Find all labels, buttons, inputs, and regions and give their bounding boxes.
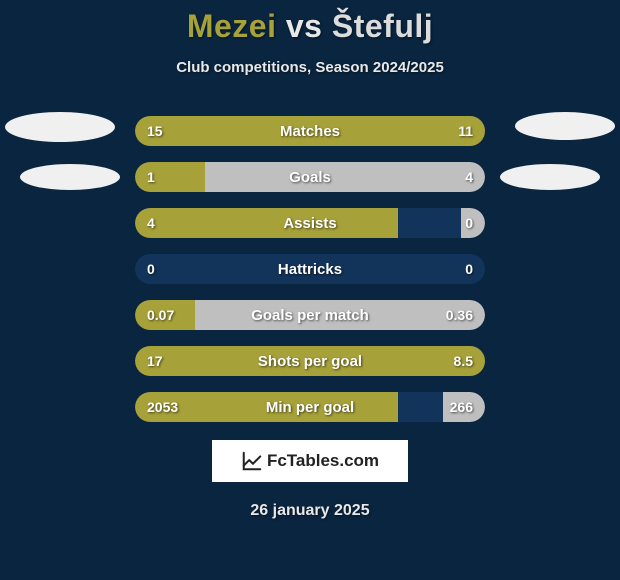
stat-label: Hattricks bbox=[135, 254, 485, 284]
decorative-oval bbox=[515, 112, 615, 140]
stat-fill-left bbox=[135, 208, 398, 238]
stat-row: 0.070.36Goals per match bbox=[135, 300, 485, 330]
stat-fill-right bbox=[195, 300, 486, 330]
player2-name: Štefulj bbox=[332, 8, 433, 44]
decorative-oval bbox=[5, 112, 115, 142]
stat-value-right: 0 bbox=[465, 254, 473, 284]
site-logo: FcTables.com bbox=[212, 440, 408, 482]
stat-fill-left bbox=[135, 300, 195, 330]
stat-fill-right bbox=[443, 392, 485, 422]
date-text: 26 january 2025 bbox=[0, 502, 620, 520]
decorative-oval bbox=[500, 164, 600, 190]
chart-icon bbox=[241, 450, 263, 472]
stat-bars-container: 1511Matches 14Goals 40Assists 0 0Hattricks 0.… bbox=[135, 116, 485, 422]
stat-fill-left bbox=[135, 346, 485, 376]
vs-text: vs bbox=[286, 8, 323, 44]
stat-row: 14Goals bbox=[135, 162, 485, 192]
stat-row: 178.5Shots per goal bbox=[135, 346, 485, 376]
stat-value-left: 0 bbox=[147, 254, 155, 284]
subtitle: Club competitions, Season 2024/2025 bbox=[0, 59, 620, 76]
stat-row: 0 0Hattricks bbox=[135, 254, 485, 284]
chart-area: 1511Matches 14Goals 40Assists 0 0Hattricks 0.… bbox=[0, 116, 620, 422]
stat-row: 2053266Min per goal bbox=[135, 392, 485, 422]
stat-fill-right bbox=[205, 162, 485, 192]
comparison-title: Mezei vs Štefulj bbox=[0, 0, 620, 45]
stat-fill-right bbox=[461, 208, 486, 238]
stat-row: 1511Matches bbox=[135, 116, 485, 146]
player1-name: Mezei bbox=[187, 8, 277, 44]
stat-fill-left bbox=[135, 392, 398, 422]
logo-text: FcTables.com bbox=[267, 451, 379, 471]
decorative-oval bbox=[20, 164, 120, 190]
stat-fill-left bbox=[135, 116, 485, 146]
stat-row: 40Assists bbox=[135, 208, 485, 238]
stat-fill-left bbox=[135, 162, 205, 192]
